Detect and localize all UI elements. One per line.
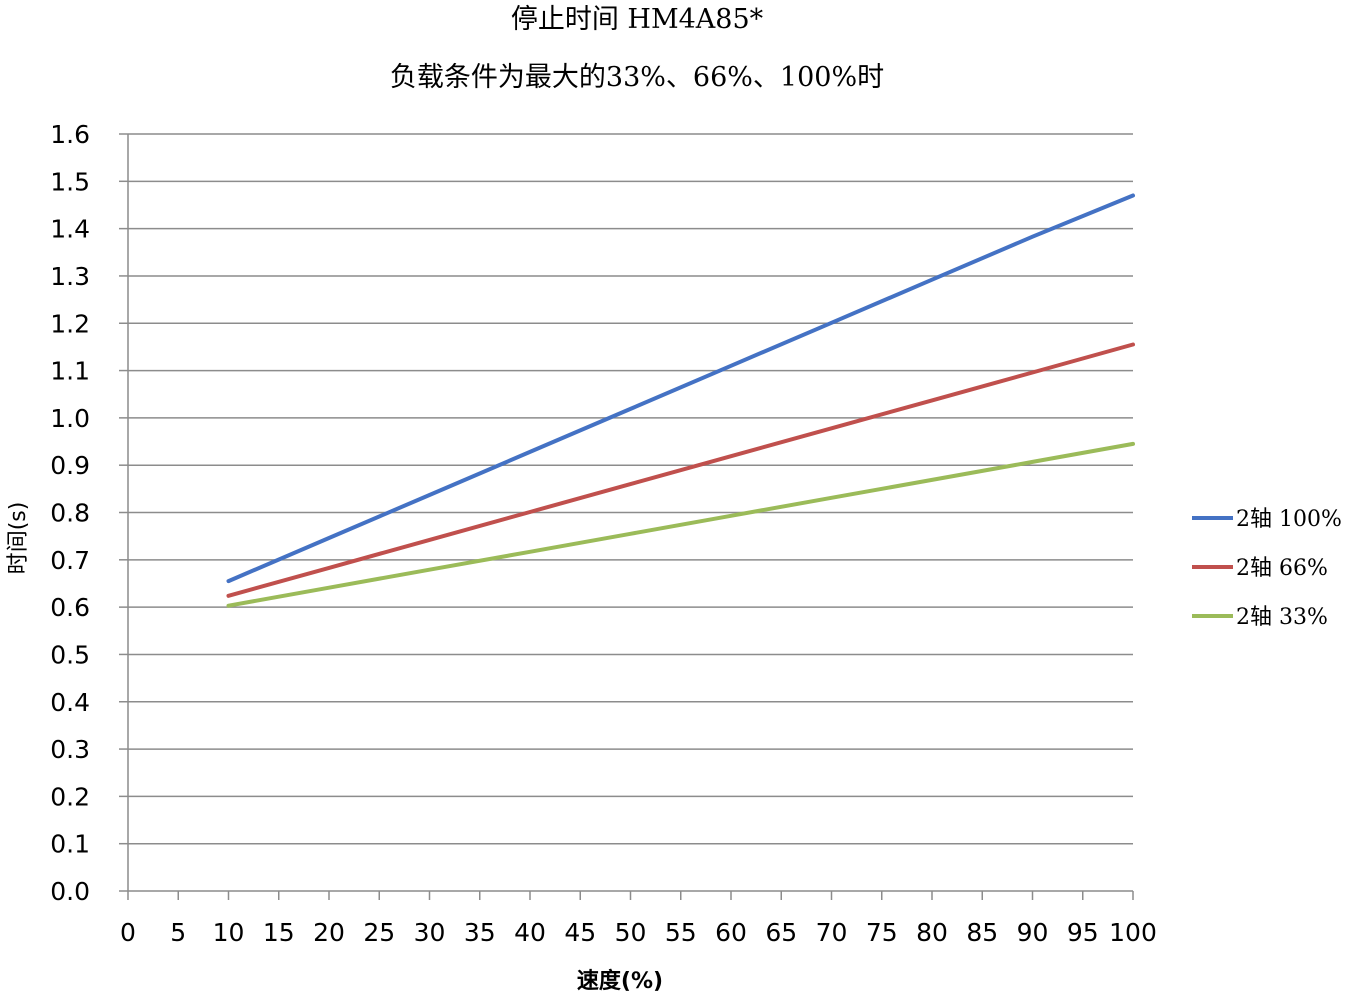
x-axis-label: 速度(%): [577, 968, 663, 994]
y-tick-label: 1.2: [50, 309, 90, 338]
x-tick-label: 15: [263, 918, 295, 947]
y-tick-label: 0.4: [50, 688, 90, 717]
x-tick-label: 0: [120, 918, 136, 947]
y-tick-label: 1.3: [50, 262, 90, 291]
x-tick-label: 100: [1109, 918, 1157, 947]
y-tick-label: 0.3: [50, 735, 90, 764]
y-tick-label: 0.2: [50, 782, 90, 811]
y-tick-label: 0.7: [50, 546, 90, 575]
y-tick-label: 0.9: [50, 451, 90, 480]
y-tick-label: 0.1: [50, 830, 90, 859]
x-tick-label: 50: [615, 918, 647, 947]
series-line-1: [226, 342, 1135, 598]
y-tick-label: 1.0: [50, 404, 90, 433]
y-axis-ticks: 0.0 0.1 0.2 0.3 0.4 0.5 0.6 0.7 0.8 0.9 1.0 1.1 1.2 1…: [50, 120, 128, 906]
y-tick-label: 1.5: [50, 167, 90, 196]
x-tick-label: 30: [414, 918, 446, 947]
x-tick-label: 45: [564, 918, 596, 947]
y-tick-label: 0.5: [50, 640, 90, 669]
y-tick-label: 0.8: [50, 499, 90, 528]
x-tick-label: 20: [313, 918, 345, 947]
x-tick-label: 5: [170, 918, 186, 947]
series-lines: [226, 193, 1135, 608]
y-axis-label: 时间(s): [6, 502, 31, 575]
x-tick-label: 60: [715, 918, 747, 947]
y-tick-label: 1.4: [50, 215, 90, 244]
x-tick-label: 40: [514, 918, 546, 947]
grid-lines: [128, 133, 1133, 845]
y-tick-label: 0.6: [50, 593, 90, 622]
x-tick-label: 70: [816, 918, 848, 947]
legend-label: 2轴 100%: [1236, 507, 1342, 532]
legend-label: 2轴 66%: [1236, 556, 1328, 581]
y-tick-label: 1.1: [50, 357, 90, 386]
x-tick-label: 35: [464, 918, 496, 947]
series-line-0: [226, 193, 1135, 584]
x-tick-label: 25: [363, 918, 395, 947]
x-tick-label: 95: [1067, 918, 1099, 947]
series-line-2: [226, 441, 1135, 608]
x-tick-label: 85: [966, 918, 998, 947]
x-tick-label: 10: [213, 918, 245, 947]
y-tick-label: 1.6: [50, 120, 90, 149]
x-tick-label: 80: [916, 918, 948, 947]
legend-label: 2轴 33%: [1236, 605, 1328, 630]
x-axis-ticks: 0 5 10 15 20 25 30 35 40 45 50 55 60 65 70 75 80 85 90 95 10…: [120, 891, 1157, 947]
y-tick-label: 0.0: [50, 877, 90, 906]
x-tick-label: 75: [866, 918, 898, 947]
x-tick-label: 55: [665, 918, 697, 947]
chart-subtitle: 负载条件为最大的33%、66%、100%时: [390, 62, 884, 93]
x-tick-label: 65: [765, 918, 797, 947]
chart-title: 停止时间 HM4A85*: [511, 4, 764, 35]
x-tick-label: 90: [1017, 918, 1049, 947]
legend: 2轴 100% 2轴 66% 2轴 33%: [1192, 507, 1342, 630]
